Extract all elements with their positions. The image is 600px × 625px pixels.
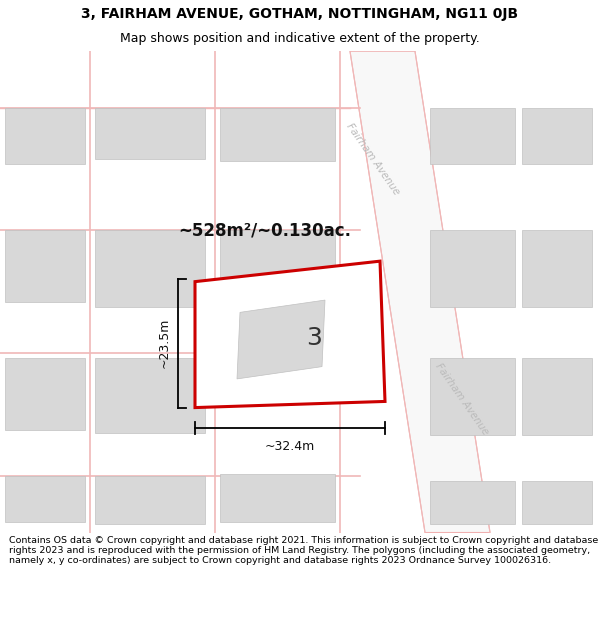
Text: ~23.5m: ~23.5m [157, 318, 170, 368]
Polygon shape [195, 261, 385, 408]
Bar [522, 481, 592, 524]
Text: 3, FAIRHAM AVENUE, GOTHAM, NOTTINGHAM, NG11 0JB: 3, FAIRHAM AVENUE, GOTHAM, NOTTINGHAM, N… [82, 7, 518, 21]
Bar [95, 231, 205, 308]
Text: Contains OS data © Crown copyright and database right 2021. This information is : Contains OS data © Crown copyright and d… [9, 536, 598, 566]
Bar [95, 476, 205, 524]
Polygon shape [350, 51, 490, 532]
Text: Fairham Avenue: Fairham Avenue [433, 362, 491, 437]
Text: ~32.4m: ~32.4m [265, 440, 315, 453]
Bar [220, 474, 335, 522]
Text: Fairham Avenue: Fairham Avenue [344, 121, 401, 196]
Bar [430, 231, 515, 308]
Bar [5, 231, 85, 302]
Bar [522, 107, 592, 164]
Bar [430, 358, 515, 435]
Bar [5, 358, 85, 430]
Text: ~528m²/~0.130ac.: ~528m²/~0.130ac. [179, 221, 352, 239]
Bar [430, 481, 515, 524]
Bar [522, 231, 592, 308]
Bar [5, 107, 85, 164]
Bar [220, 107, 335, 161]
Bar [95, 107, 205, 159]
Bar [5, 476, 85, 522]
Text: Map shows position and indicative extent of the property.: Map shows position and indicative extent… [120, 32, 480, 45]
Bar [220, 231, 335, 309]
Bar [430, 107, 515, 164]
Text: 3: 3 [306, 326, 322, 350]
Polygon shape [237, 300, 325, 379]
Bar [522, 358, 592, 435]
Bar [95, 358, 205, 433]
